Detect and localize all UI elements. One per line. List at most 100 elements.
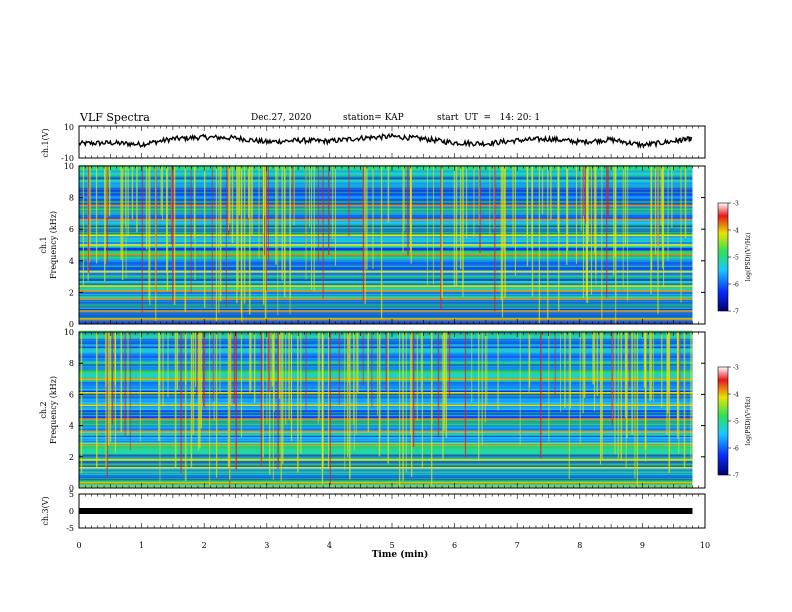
ch3-ytick-label: 0 (69, 507, 74, 516)
spectrogram-texture (79, 226, 693, 228)
spectrogram-streak (371, 332, 373, 408)
spectrogram-texture (79, 184, 693, 188)
spectrogram-streak (277, 166, 279, 316)
spectrogram-band-core (79, 311, 693, 312)
spectrogram-streak (131, 166, 134, 220)
spectrogram-texture (79, 250, 693, 252)
spectrogram-streak (280, 332, 282, 481)
spectrogram-streak (159, 332, 161, 483)
spectrogram-texture (79, 260, 693, 262)
spectrogram-streak (230, 332, 232, 406)
spectrogram-streak (431, 332, 433, 424)
spectrogram-streak (243, 166, 246, 304)
spectrogram-ytick-label: 6 (69, 225, 74, 234)
spectrogram-streak (248, 166, 251, 315)
spectrogram-texture (79, 230, 693, 233)
spectrogram-texture (79, 411, 693, 414)
spectrogram-streak (421, 332, 423, 468)
spectrogram-streak (596, 332, 598, 396)
colorbar-tick-label: -5 (733, 419, 739, 426)
spectrogram-streak (636, 332, 638, 488)
spectrogram-streak (644, 332, 647, 401)
spectrogram-streak (653, 332, 655, 402)
spectrogram-streak (580, 166, 582, 232)
spectrogram-streak (554, 332, 556, 397)
time-axis-tick-label: 1 (139, 541, 144, 550)
spectrogram-streak (592, 332, 594, 385)
spectrogram-streak (568, 332, 570, 480)
colorbar-tick-label: -5 (733, 255, 739, 262)
spectrogram-streak (319, 332, 321, 419)
spectrogram-streak (355, 332, 357, 435)
spectrogram-streak (583, 332, 586, 398)
spectrogram-texture (79, 420, 693, 424)
spectrogram-streak (194, 166, 196, 280)
spectrogram-texture (79, 468, 693, 472)
spectrogram-streak (264, 166, 267, 319)
spectrogram-streak (478, 332, 480, 462)
spectrogram-streak (550, 166, 552, 220)
spectrogram-texture (79, 303, 693, 307)
spectrogram-band (79, 466, 693, 469)
spectrogram-streak (238, 166, 241, 216)
spectrogram-streak (547, 166, 549, 320)
time-axis-tick-label: 0 (76, 541, 81, 550)
spectrogram-streak (184, 166, 187, 312)
spectrogram-band (79, 404, 693, 407)
ch1-ytick-top: 10 (64, 123, 74, 132)
spectrogram-texture (79, 244, 693, 248)
spectrogram-streak (262, 166, 265, 234)
spectrogram-texture (79, 248, 693, 251)
time-axis-tick-label: 4 (327, 541, 332, 550)
spectrogram-streak (204, 332, 206, 412)
spectrogram-texture (79, 480, 693, 485)
spectrogram-streak (666, 332, 669, 414)
spectrogram-streak (585, 166, 587, 297)
spectrogram-streak (346, 332, 349, 458)
spectrogram-texture (79, 262, 693, 265)
spectrogram-texture (79, 195, 693, 198)
spectrogram-band (79, 234, 693, 237)
spectrogram-texture (79, 477, 693, 480)
spectrogram-texture (79, 397, 693, 399)
spectrogram-streak (593, 332, 596, 411)
spectrogram-streak (80, 332, 83, 474)
spectrogram-texture (79, 431, 693, 435)
spectrogram-streak (611, 332, 613, 425)
spectrogram-streak (668, 332, 671, 473)
spectrogram-streak (95, 166, 98, 264)
spectrogram-streak (195, 332, 197, 388)
spectrogram-ytick-label: 4 (69, 257, 74, 266)
spectrogram-streak (601, 166, 603, 320)
spectrogram-streak (162, 332, 164, 407)
spectrogram-streak (202, 332, 205, 407)
spectrogram-streak (614, 166, 616, 258)
spectrogram-band (79, 271, 693, 273)
spectrogram-streak (332, 166, 334, 240)
spectrogram-texture (79, 416, 693, 419)
spectrogram-texture (79, 183, 693, 185)
spectrogram-band-core (79, 298, 693, 300)
ch1-waveform-panel: 10 -10 ch.1(V) (41, 123, 706, 163)
spectrogram-texture (79, 461, 693, 464)
spectrogram-texture (79, 239, 693, 242)
spectrogram-streak (387, 332, 389, 464)
spectrogram-streak (667, 166, 669, 261)
spectrogram-streak (353, 332, 355, 425)
ch3-ylabel: ch.3(V) (41, 496, 50, 525)
spectrogram-streak (282, 332, 284, 465)
spectrogram-streak (409, 166, 412, 226)
spectrogram-streak (366, 166, 368, 270)
time-axis-tick-label: 5 (389, 541, 394, 550)
spectrogram-streak (167, 332, 169, 398)
spectrogram-texture (79, 448, 693, 451)
ch3-waveform-line (79, 508, 693, 514)
spectrogram-streak (566, 166, 569, 251)
spectrogram-streak (538, 166, 540, 324)
colorbar-tick-label: -3 (733, 201, 739, 208)
spectrogram-streak (215, 166, 218, 322)
spectrogram-ytick-label: 2 (69, 453, 74, 462)
spectrogram-streak (407, 166, 409, 256)
